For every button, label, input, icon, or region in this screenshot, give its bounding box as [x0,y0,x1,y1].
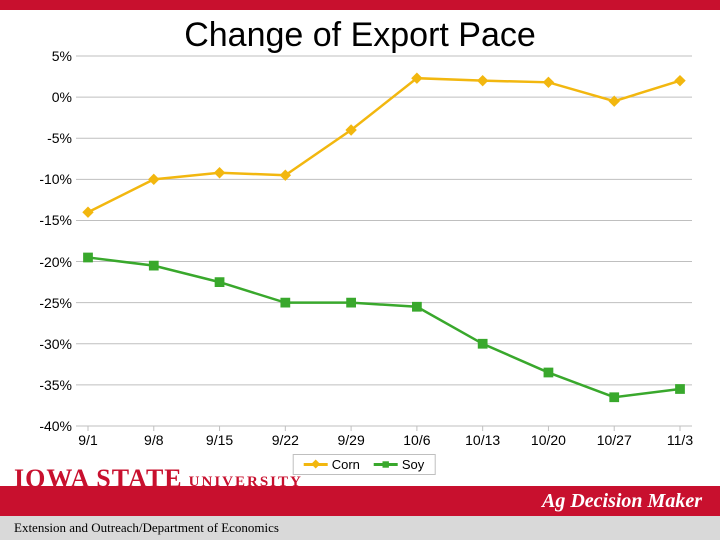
y-tick-label: -10% [28,171,72,187]
legend-item-soy: Soy [374,457,424,472]
marker-corn [675,76,685,86]
legend-swatch-corn [304,463,328,466]
x-tick-label: 10/13 [465,432,500,448]
marker-soy [610,393,619,402]
y-tick-label: 0% [28,89,72,105]
marker-soy [413,302,422,311]
marker-soy [281,298,290,307]
y-tick-label: 5% [28,48,72,64]
x-tick-label: 9/1 [78,432,97,448]
y-tick-label: -30% [28,336,72,352]
footer: IOWA STATE UNIVERSITY Ag Decision Maker … [0,486,720,540]
y-tick-label: -40% [28,418,72,434]
marker-corn [609,96,619,106]
y-tick-label: -20% [28,254,72,270]
marker-soy [149,261,158,270]
y-tick-label: -5% [28,130,72,146]
legend-item-corn: Corn [304,457,360,472]
x-tick-label: 9/22 [272,432,299,448]
legend-label-soy: Soy [402,457,424,472]
x-tick-label: 10/20 [531,432,566,448]
marker-corn [543,77,553,87]
top-red-bar [0,0,720,10]
x-tick-label: 9/8 [144,432,163,448]
marker-soy [215,278,224,287]
marker-soy [347,298,356,307]
y-tick-label: -15% [28,212,72,228]
marker-soy [478,339,487,348]
y-tick-label: -25% [28,295,72,311]
x-tick-label: 9/29 [337,432,364,448]
footer-grey-bar: Extension and Outreach/Department of Eco… [0,516,720,540]
marker-corn [83,207,93,217]
series-line-corn [88,78,680,212]
footer-red-bar: Ag Decision Maker [0,486,720,516]
footer-subtitle: Extension and Outreach/Department of Eco… [14,520,279,536]
marker-soy [676,385,685,394]
marker-soy [544,368,553,377]
marker-corn [149,174,159,184]
chart-svg [76,56,692,426]
x-tick-label: 10/6 [403,432,430,448]
x-tick-label: 9/15 [206,432,233,448]
x-tick-label: 10/27 [597,432,632,448]
marker-soy [84,253,93,262]
footer-brand: Ag Decision Maker [542,490,702,513]
legend-swatch-soy [374,463,398,466]
legend-label-corn: Corn [332,457,360,472]
chart-container: 5% 0% -5% -10% -15% -20% -25% -30% -35% -40% 9/1 9… [24,50,704,470]
x-tick-label: 11/3 [667,432,693,448]
marker-corn [478,76,488,86]
y-tick-label: -35% [28,377,72,393]
legend: Corn Soy [293,454,436,475]
plot-area [76,56,692,426]
marker-corn [215,168,225,178]
series-line-soy [88,257,680,397]
